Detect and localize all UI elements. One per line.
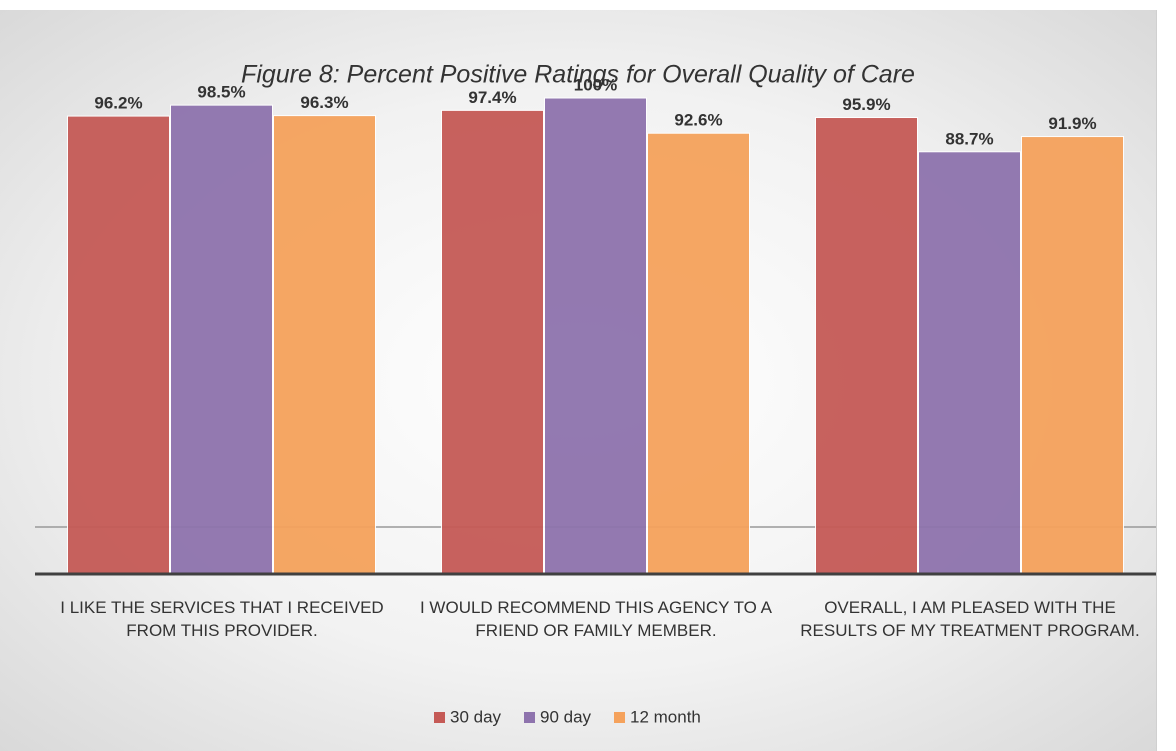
bar bbox=[273, 115, 376, 575]
value-label: 98.5% bbox=[197, 83, 245, 102]
chart-title: Figure 8: Percent Positive Ratings for O… bbox=[241, 61, 915, 89]
bar bbox=[647, 132, 750, 575]
value-label: 96.3% bbox=[300, 93, 348, 112]
legend-label: 30 day bbox=[450, 707, 502, 726]
bar bbox=[441, 109, 544, 575]
value-label: 100% bbox=[574, 75, 617, 94]
x-tick-label: I WOULD RECOMMEND THIS AGENCY TO A FRIEN… bbox=[419, 598, 773, 640]
chart-area: Figure 8: Percent Positive Ratings for O… bbox=[0, 10, 1157, 751]
bar bbox=[918, 151, 1021, 575]
value-label: 96.2% bbox=[94, 94, 142, 113]
legend-label: 12 month bbox=[630, 707, 701, 726]
legend-swatch bbox=[614, 712, 625, 723]
legend-swatch bbox=[524, 712, 535, 723]
value-label: 91.9% bbox=[1048, 114, 1096, 133]
value-label: 95.9% bbox=[842, 95, 890, 114]
value-label: 92.6% bbox=[674, 111, 722, 130]
bar bbox=[170, 104, 273, 575]
value-label: 88.7% bbox=[945, 129, 993, 148]
legend-swatch bbox=[434, 712, 445, 723]
bar bbox=[544, 97, 647, 575]
chart: Figure 8: Percent Positive Ratings for O… bbox=[35, 61, 1156, 726]
bar bbox=[1021, 136, 1124, 575]
x-tick-label: OVERALL, I AM PLEASED WITH THE RESULTS O… bbox=[800, 598, 1140, 640]
bar bbox=[67, 115, 170, 575]
legend-label: 90 day bbox=[540, 707, 592, 726]
bar bbox=[815, 117, 918, 575]
value-label: 97.4% bbox=[468, 88, 516, 107]
x-tick-label: I LIKE THE SERVICES THAT I RECEIVED FROM… bbox=[60, 598, 384, 640]
